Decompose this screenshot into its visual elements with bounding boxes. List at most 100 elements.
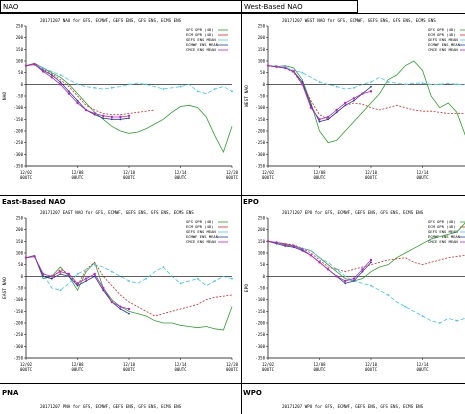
y-tick-label: -250: [13, 332, 23, 337]
series-point: [292, 244, 295, 248]
y-tick-label: -100: [13, 105, 23, 110]
x-tick-label: 12/20: [226, 362, 239, 367]
series-point: [102, 286, 105, 290]
series-point: [85, 280, 87, 282]
legend-entry-label: CMCE ENS MEAN: [186, 239, 216, 244]
strip-title-pna: 20171207 PNA for GFS, ECMWF, GEFS ENS, G…: [40, 404, 182, 409]
x-tick-label: 12/10: [123, 170, 136, 175]
series-point: [301, 248, 304, 251]
series-point: [369, 258, 373, 262]
legend-entry-label: GFS OPR (4D): [186, 219, 213, 224]
y-tick-label: 50: [18, 70, 23, 75]
series-point: [110, 86, 113, 89]
y-tick-label: 0: [21, 274, 24, 279]
tab-west-based-nao[interactable]: West-Based NAO: [241, 0, 358, 13]
series-point: [455, 83, 458, 86]
series-point: [59, 74, 62, 76]
series-point: [231, 90, 233, 93]
y-tick-label: 150: [16, 239, 24, 244]
series-point: [59, 273, 62, 275]
series-point: [127, 307, 131, 311]
series-point: [24, 64, 28, 67]
x-tick-label: 12/10: [123, 362, 136, 367]
series-line-ecmwf_ens: [267, 65, 372, 123]
y-tick-label: -350: [255, 164, 265, 169]
series-point: [67, 272, 71, 276]
series-point: [93, 272, 96, 276]
legend-entry-label: CMCE ENS MEAN: [186, 47, 216, 52]
series-point: [327, 118, 329, 121]
y-tick-label: -50: [258, 94, 266, 99]
legend-entry-label: GEFS ENS MEAN: [428, 229, 458, 234]
y-tick-label: -200: [255, 321, 265, 326]
series-point: [335, 275, 338, 278]
series-point: [213, 88, 216, 90]
series-point: [266, 64, 270, 67]
series-point: [50, 275, 53, 278]
series-point: [128, 312, 130, 315]
y-tick-label: -250: [13, 140, 23, 145]
series-point: [335, 268, 338, 271]
legend-entry-label: ECMWF ENS MEAN: [428, 234, 461, 239]
y-tick-label: 250: [16, 24, 24, 29]
y-tick-label: -200: [255, 129, 265, 134]
chart-title: 20171207 EAST NAO for GFS, ECMWF, GEFS E…: [40, 210, 194, 215]
chart-title: 20171207 WEST NAO for GFS, ECMWF, GEFS E…: [282, 18, 436, 23]
y-axis-label: EAST NAO: [2, 277, 8, 299]
y-tick-label: 250: [16, 216, 24, 221]
y-tick-label: -300: [255, 152, 265, 157]
y-tick-label: -100: [13, 297, 23, 302]
y-tick-label: 50: [18, 262, 23, 267]
y-axis-label: EPO: [244, 284, 250, 292]
series-point: [41, 272, 45, 276]
y-tick-label: 250: [258, 216, 266, 221]
tab-nao-label: NAO: [3, 3, 19, 11]
series-point: [301, 83, 304, 86]
y-tick-label: -150: [255, 309, 265, 314]
series-point: [352, 86, 355, 89]
chart-west_based_nao: 20171207 WEST NAO for GFS, ECMWF, GEFS E…: [244, 18, 465, 180]
strip-title-wpo: 20171207 WPO for GFS, ECMWF, GEFS ENS, G…: [282, 404, 424, 409]
legend-entry-label: GEFS ENS MEAN: [186, 37, 216, 42]
series-point: [438, 83, 441, 86]
y-tick-label: 200: [16, 227, 24, 232]
y-tick-label: -350: [13, 164, 23, 169]
series-point: [102, 114, 105, 118]
y-tick-label: -200: [13, 321, 23, 326]
x-tick-hour-label: 00UTC: [20, 175, 33, 180]
series-point: [93, 275, 96, 278]
series-point: [50, 76, 53, 79]
y-tick-label: -200: [13, 129, 23, 134]
series-point: [59, 270, 62, 273]
series-point: [145, 277, 148, 280]
series-point: [110, 118, 113, 121]
series-point: [119, 118, 122, 121]
series-point: [24, 256, 28, 259]
x-tick-label: 12/10: [365, 170, 378, 175]
series-point: [196, 277, 199, 280]
y-tick-label: 150: [258, 47, 266, 52]
series-point: [275, 65, 278, 69]
x-tick-hour-label: 00UTC: [416, 175, 429, 180]
y-tick-label: 100: [258, 251, 266, 256]
y-tick-label: -150: [13, 117, 23, 122]
series-point: [84, 108, 88, 112]
x-tick-label: 12/14: [416, 362, 429, 367]
series-point: [369, 90, 373, 93]
x-tick-label: 12/08: [71, 170, 84, 175]
series-point: [68, 90, 70, 93]
y-tick-label: -100: [255, 297, 265, 302]
series-point: [231, 277, 233, 280]
series-point: [404, 305, 407, 308]
x-tick-hour-label: 00UTC: [123, 367, 136, 372]
x-tick-hour-label: 00UTC: [262, 367, 275, 372]
series-point: [352, 280, 355, 282]
x-tick-hour-label: 00UTC: [262, 175, 275, 180]
x-tick-label: 12/08: [313, 170, 326, 175]
series-line-ecmwf_ens: [25, 64, 130, 120]
series-point: [361, 270, 364, 273]
series-point: [326, 268, 330, 271]
series-line-ecmwf: [25, 62, 155, 116]
series-point: [283, 243, 287, 247]
series-point: [344, 104, 347, 107]
